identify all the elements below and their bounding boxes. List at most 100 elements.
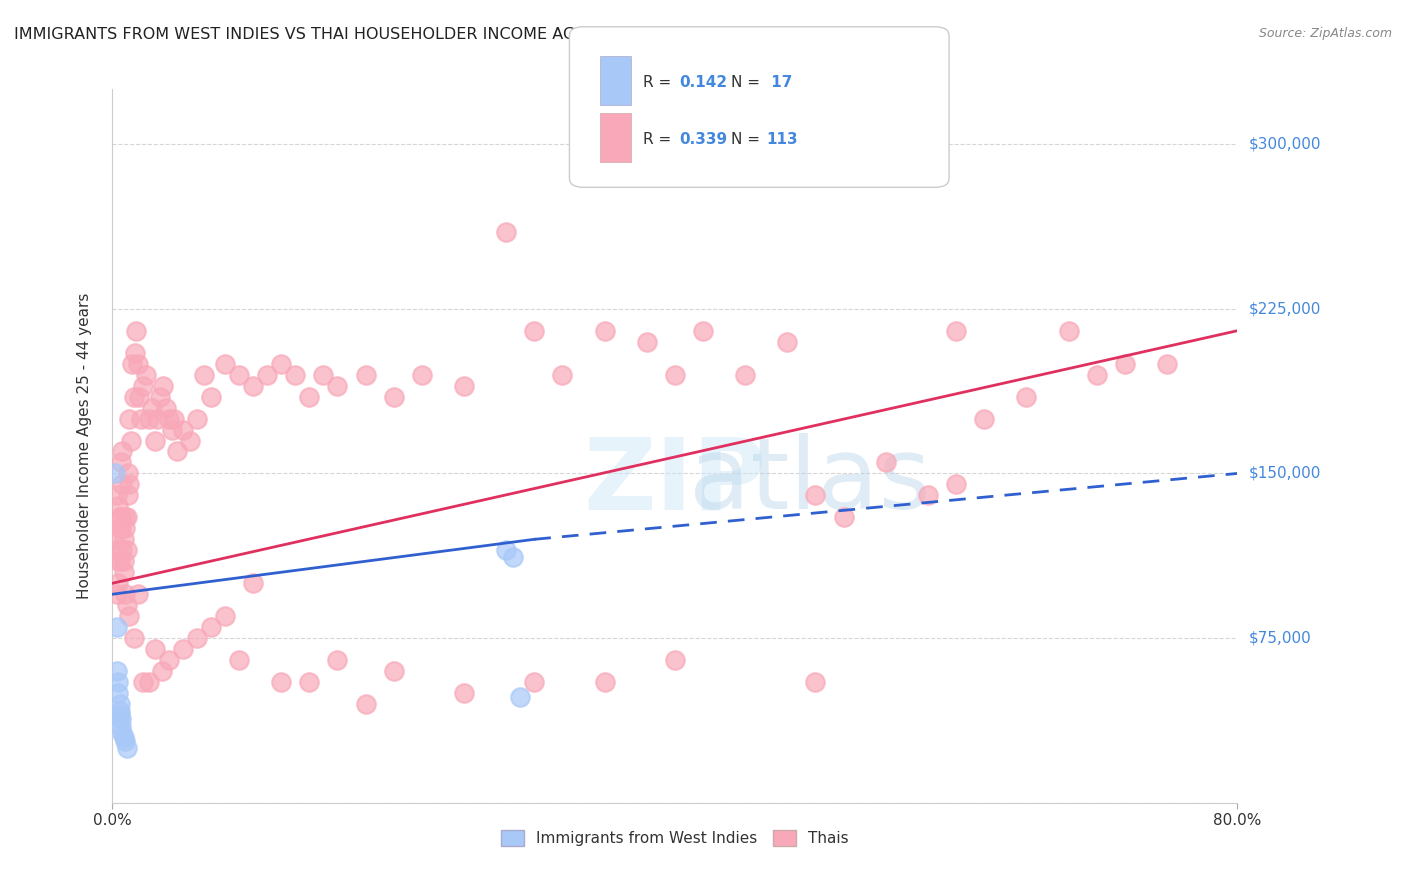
Point bbox=[108, 521, 131, 535]
Point bbox=[105, 620, 128, 634]
Point bbox=[111, 725, 134, 739]
Point bbox=[107, 554, 129, 568]
Text: 0.142: 0.142 bbox=[679, 75, 727, 89]
Point bbox=[135, 368, 157, 382]
Point bbox=[115, 543, 138, 558]
Point bbox=[945, 324, 967, 338]
Point bbox=[117, 467, 139, 481]
Point bbox=[115, 598, 138, 612]
Point bbox=[122, 631, 145, 645]
Point bbox=[108, 708, 131, 723]
Point bbox=[104, 533, 127, 547]
Point bbox=[298, 390, 321, 404]
Point bbox=[105, 488, 128, 502]
Text: N =: N = bbox=[731, 75, 765, 89]
Point bbox=[354, 368, 377, 382]
Point bbox=[284, 368, 307, 382]
Point bbox=[242, 378, 264, 392]
Y-axis label: Householder Income Ages 25 - 44 years: Householder Income Ages 25 - 44 years bbox=[77, 293, 91, 599]
Point bbox=[105, 664, 128, 678]
Point bbox=[112, 730, 135, 744]
Point bbox=[114, 587, 136, 601]
Point bbox=[118, 477, 141, 491]
Point bbox=[150, 664, 173, 678]
Text: R =: R = bbox=[643, 132, 676, 146]
Point bbox=[118, 411, 141, 425]
Point bbox=[270, 357, 292, 371]
Point bbox=[157, 653, 180, 667]
Point bbox=[120, 434, 142, 448]
Point bbox=[115, 510, 138, 524]
Point bbox=[917, 488, 939, 502]
Point bbox=[111, 444, 134, 458]
Point bbox=[132, 378, 155, 392]
Point bbox=[146, 411, 169, 425]
Point bbox=[214, 357, 236, 371]
Text: Source: ZipAtlas.com: Source: ZipAtlas.com bbox=[1258, 27, 1392, 40]
Point bbox=[875, 455, 897, 469]
Point bbox=[111, 543, 134, 558]
Point bbox=[326, 653, 349, 667]
Point bbox=[636, 334, 658, 349]
Point bbox=[163, 411, 186, 425]
Text: 113: 113 bbox=[766, 132, 797, 146]
Point bbox=[127, 357, 149, 371]
Point bbox=[112, 533, 135, 547]
Text: 17: 17 bbox=[766, 75, 793, 89]
Text: N =: N = bbox=[731, 132, 765, 146]
Point bbox=[108, 554, 131, 568]
Point bbox=[110, 712, 132, 726]
Point bbox=[1015, 390, 1038, 404]
Point bbox=[112, 566, 135, 580]
Point bbox=[214, 609, 236, 624]
Point bbox=[115, 740, 138, 755]
Point bbox=[692, 324, 714, 338]
Point bbox=[172, 423, 194, 437]
Point bbox=[832, 510, 855, 524]
Point bbox=[108, 510, 131, 524]
Point bbox=[166, 444, 188, 458]
Point bbox=[138, 411, 160, 425]
Point bbox=[200, 390, 222, 404]
Point bbox=[143, 434, 166, 448]
Point bbox=[114, 510, 136, 524]
Point bbox=[664, 368, 686, 382]
Point bbox=[734, 368, 756, 382]
Point bbox=[105, 543, 128, 558]
Point bbox=[453, 378, 475, 392]
Point bbox=[149, 390, 172, 404]
Point bbox=[1057, 324, 1080, 338]
Point bbox=[502, 549, 524, 564]
Point bbox=[155, 401, 177, 415]
Point bbox=[593, 675, 616, 690]
Point bbox=[495, 543, 517, 558]
Text: atlas: atlas bbox=[689, 434, 931, 530]
Text: ZIP: ZIP bbox=[583, 434, 766, 530]
Point bbox=[186, 411, 208, 425]
Point bbox=[804, 675, 827, 690]
Point bbox=[141, 401, 163, 415]
Text: $300,000: $300,000 bbox=[1249, 136, 1320, 152]
Point bbox=[270, 675, 292, 690]
Point bbox=[256, 368, 278, 382]
Text: $150,000: $150,000 bbox=[1249, 466, 1320, 481]
Point bbox=[354, 697, 377, 711]
Point bbox=[117, 488, 139, 502]
Point bbox=[228, 653, 250, 667]
Point bbox=[664, 653, 686, 667]
Point bbox=[200, 620, 222, 634]
Point bbox=[121, 357, 143, 371]
Point bbox=[110, 510, 132, 524]
Point bbox=[973, 411, 995, 425]
Point bbox=[138, 675, 160, 690]
Point bbox=[122, 390, 145, 404]
Point bbox=[382, 390, 405, 404]
Point bbox=[326, 378, 349, 392]
Point bbox=[157, 411, 180, 425]
Text: IMMIGRANTS FROM WEST INDIES VS THAI HOUSEHOLDER INCOME AGES 25 - 44 YEARS CORREL: IMMIGRANTS FROM WEST INDIES VS THAI HOUS… bbox=[14, 27, 893, 42]
Point bbox=[160, 423, 183, 437]
Point bbox=[111, 477, 134, 491]
Point bbox=[108, 697, 131, 711]
Point bbox=[152, 378, 174, 392]
Text: 0.339: 0.339 bbox=[679, 132, 727, 146]
